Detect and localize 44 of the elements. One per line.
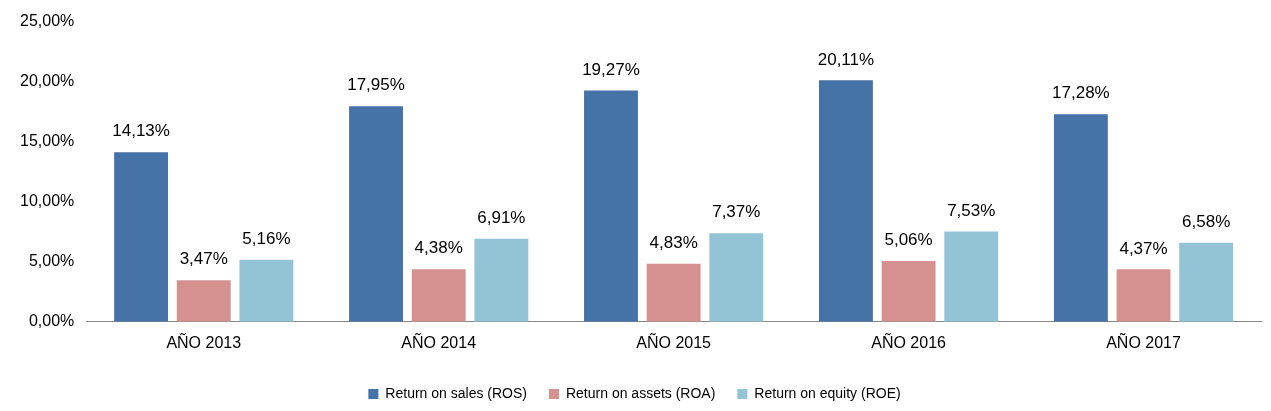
legend-label: Return on equity (ROE) bbox=[754, 384, 901, 401]
data-label: 14,13% bbox=[112, 121, 170, 141]
bar bbox=[944, 231, 999, 322]
y-tick-label: 10,00% bbox=[20, 192, 75, 210]
data-label: 17,95% bbox=[347, 75, 405, 95]
bar bbox=[349, 106, 403, 322]
x-tick-label: AÑO 2014 bbox=[401, 331, 477, 351]
data-label: 6,91% bbox=[477, 208, 526, 228]
x-tick-label: AÑO 2017 bbox=[1106, 331, 1181, 351]
y-tick-label: 5,00% bbox=[28, 252, 75, 270]
bar bbox=[176, 280, 231, 322]
data-label: 6,58% bbox=[1182, 211, 1231, 231]
legend-label: Return on sales (ROS) bbox=[385, 384, 527, 401]
bar bbox=[818, 80, 873, 322]
data-label: 4,83% bbox=[649, 232, 698, 252]
legend-label: Return on assets (ROA) bbox=[565, 384, 716, 401]
x-tick-label: AÑO 2013 bbox=[166, 331, 242, 351]
bar bbox=[709, 233, 764, 322]
data-label: 5,16% bbox=[242, 229, 291, 249]
bar bbox=[114, 152, 169, 322]
bar bbox=[1116, 269, 1171, 322]
bar bbox=[1179, 242, 1234, 322]
y-tick-label: 20,00% bbox=[20, 72, 75, 90]
bar bbox=[881, 261, 936, 322]
bar bbox=[646, 263, 701, 322]
data-label: 7,53% bbox=[947, 200, 996, 220]
y-tick-label: 25,00% bbox=[20, 12, 75, 30]
bar bbox=[239, 259, 294, 322]
bar bbox=[584, 90, 638, 322]
bar bbox=[474, 238, 529, 322]
data-label: 17,28% bbox=[1052, 83, 1110, 103]
y-tick-label: 15,00% bbox=[20, 132, 75, 150]
data-label: 4,38% bbox=[414, 238, 463, 258]
y-tick-label: 0,00% bbox=[28, 312, 75, 330]
data-label: 5,06% bbox=[884, 230, 933, 250]
x-tick-label: AÑO 2016 bbox=[871, 331, 947, 351]
x-tick-label: AÑO 2015 bbox=[636, 331, 712, 351]
data-label: 3,47% bbox=[179, 249, 228, 269]
bar bbox=[411, 269, 466, 322]
data-label: 19,27% bbox=[582, 59, 640, 79]
data-label: 4,37% bbox=[1119, 238, 1168, 258]
bar bbox=[1053, 114, 1108, 322]
data-label: 7,37% bbox=[712, 202, 761, 222]
data-label: 20,11% bbox=[817, 49, 875, 69]
